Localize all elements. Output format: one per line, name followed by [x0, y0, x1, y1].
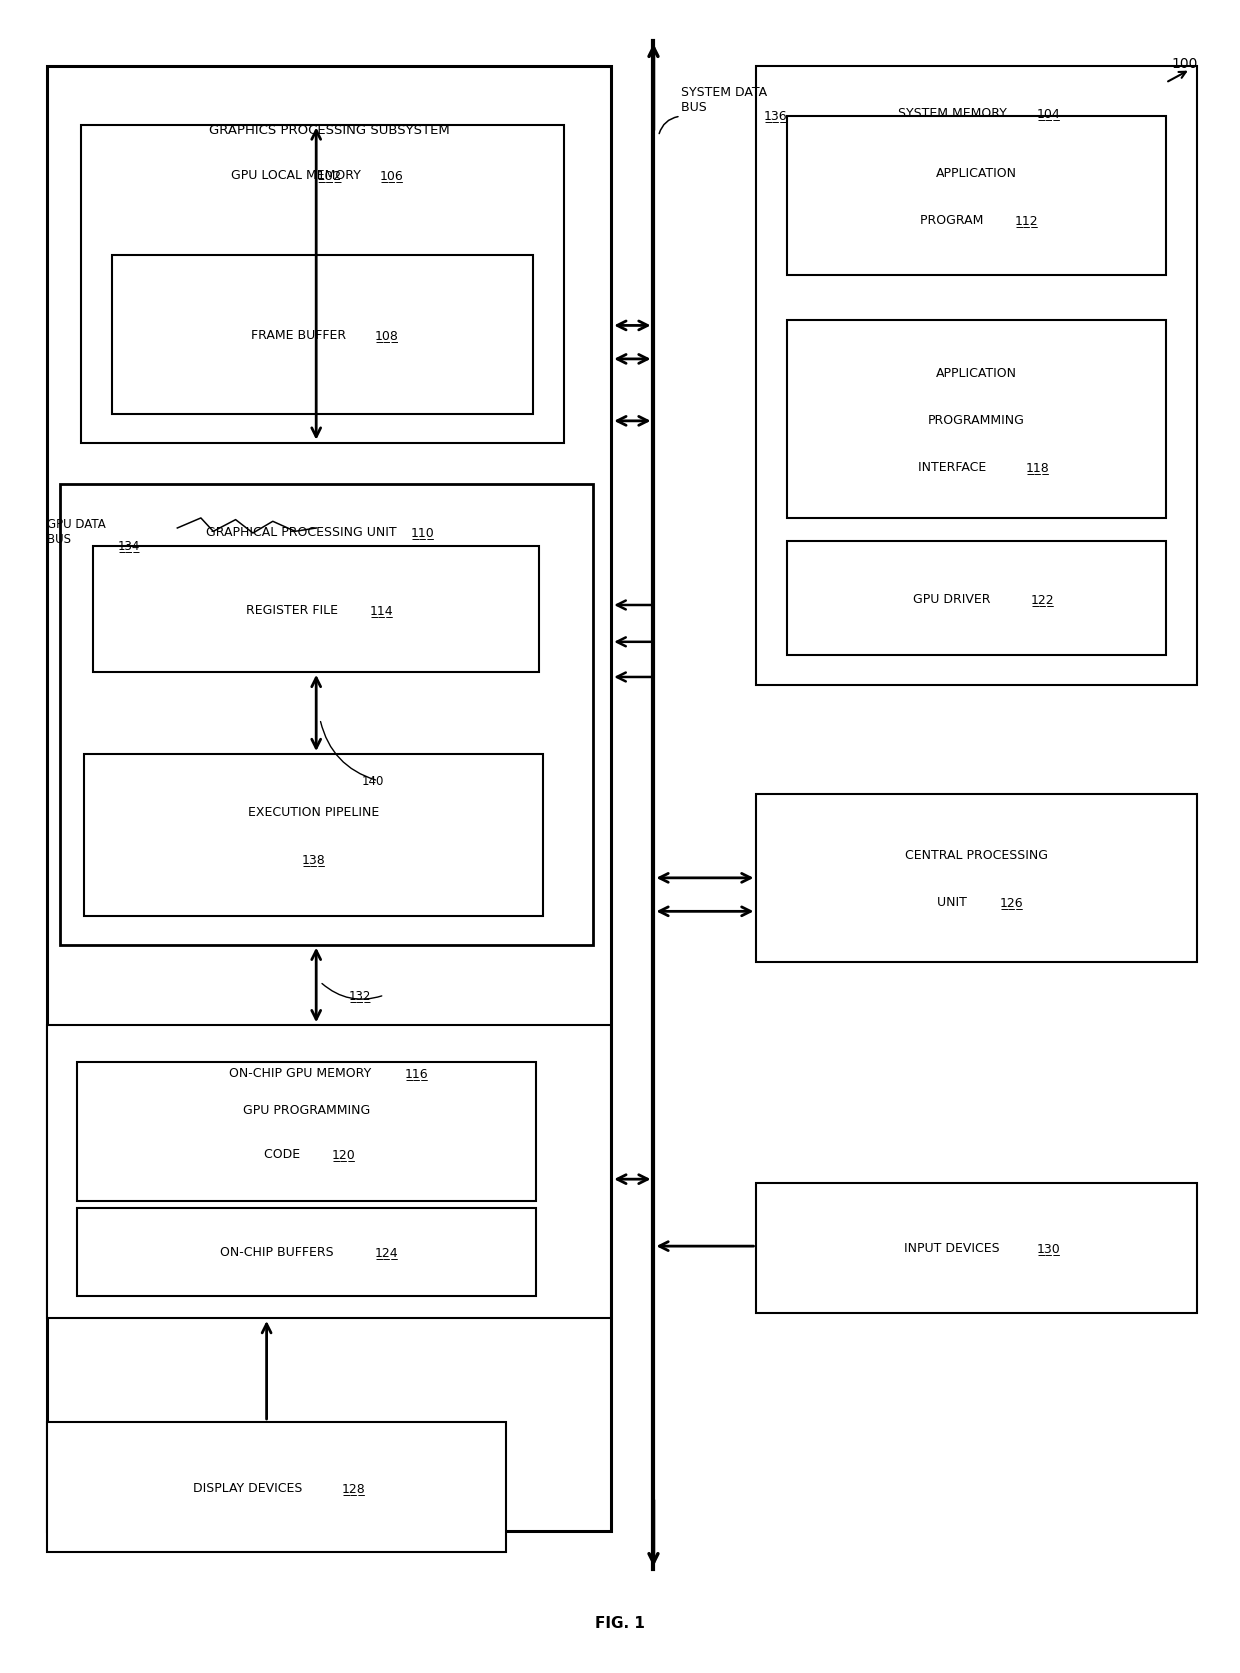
- Text: 1̲1̲6̲: 1̲1̲6̲: [404, 1066, 428, 1079]
- Text: FRAME BUFFER: FRAME BUFFER: [250, 330, 350, 341]
- Bar: [77, 1062, 536, 1201]
- Text: PROGRAMMING: PROGRAMMING: [928, 413, 1025, 427]
- Text: REGISTER FILE: REGISTER FILE: [246, 604, 342, 616]
- Text: 1̲1̲4̲: 1̲1̲4̲: [370, 604, 394, 616]
- Bar: [77, 1208, 536, 1297]
- Text: INPUT DEVICES: INPUT DEVICES: [904, 1241, 1004, 1255]
- Bar: [787, 117, 1166, 276]
- Bar: [756, 1183, 1197, 1313]
- Text: 1̲0̲6̲: 1̲0̲6̲: [379, 169, 404, 182]
- Text: INTERFACE: INTERFACE: [918, 460, 991, 473]
- Text: 1̲1̲2̲: 1̲1̲2̲: [1014, 214, 1038, 226]
- Text: APPLICATION: APPLICATION: [936, 167, 1017, 179]
- Bar: [93, 547, 539, 673]
- Text: PROGRAM: PROGRAM: [920, 214, 988, 226]
- Text: CENTRAL PROCESSING: CENTRAL PROCESSING: [905, 848, 1048, 862]
- Text: 1̲1̲0̲: 1̲1̲0̲: [410, 525, 435, 539]
- Bar: [84, 755, 543, 917]
- Text: 1̲3̲4̲: 1̲3̲4̲: [118, 539, 140, 552]
- Text: 1̲3̲0̲: 1̲3̲0̲: [1037, 1241, 1060, 1255]
- Text: APPLICATION: APPLICATION: [936, 366, 1017, 380]
- Text: GPU PROGRAMMING: GPU PROGRAMMING: [243, 1104, 370, 1116]
- Bar: [60, 485, 593, 945]
- Text: GRAPHICS PROCESSING SUBSYSTEM: GRAPHICS PROCESSING SUBSYSTEM: [208, 124, 450, 137]
- Text: 1̲2̲4̲: 1̲2̲4̲: [374, 1246, 399, 1258]
- Text: GPU LOCAL MEMORY: GPU LOCAL MEMORY: [231, 169, 365, 182]
- Bar: [756, 67, 1197, 686]
- Text: GPU DRIVER: GPU DRIVER: [914, 592, 994, 606]
- Bar: [47, 67, 611, 1531]
- Text: SYSTEM MEMORY: SYSTEM MEMORY: [898, 107, 1011, 120]
- Bar: [81, 125, 564, 443]
- Text: 1̲3̲2̲: 1̲3̲2̲: [348, 989, 371, 1002]
- Text: 1̲3̲6̲: 1̲3̲6̲: [763, 109, 787, 122]
- Text: ON-CHIP GPU MEMORY: ON-CHIP GPU MEMORY: [229, 1066, 374, 1079]
- Text: FIG. 1: FIG. 1: [595, 1616, 645, 1630]
- Text: 100: 100: [1172, 57, 1198, 70]
- Text: 1̲0̲4̲: 1̲0̲4̲: [1037, 107, 1060, 120]
- Text: 1̲2̲2̲: 1̲2̲2̲: [1030, 592, 1054, 606]
- Text: 1̲0̲8̲: 1̲0̲8̲: [374, 330, 399, 341]
- Bar: [756, 795, 1197, 962]
- Bar: [787, 542, 1166, 656]
- Bar: [47, 1026, 611, 1318]
- Text: CODE: CODE: [264, 1148, 304, 1159]
- Text: GRAPHICAL PROCESSING UNIT: GRAPHICAL PROCESSING UNIT: [207, 525, 401, 539]
- Bar: [47, 1422, 506, 1553]
- Text: 1̲2̲6̲: 1̲2̲6̲: [999, 895, 1023, 908]
- Text: UNIT: UNIT: [937, 895, 971, 908]
- Bar: [112, 256, 533, 415]
- Text: 140: 140: [362, 775, 384, 788]
- Bar: [787, 321, 1166, 519]
- Text: SYSTEM DATA
BUS: SYSTEM DATA BUS: [681, 87, 766, 114]
- Text: EXECUTION PIPELINE: EXECUTION PIPELINE: [248, 806, 379, 818]
- Text: 1̲1̲8̲: 1̲1̲8̲: [1025, 460, 1049, 473]
- Text: GPU DATA
BUS: GPU DATA BUS: [47, 519, 105, 545]
- Text: 1̲2̲0̲: 1̲2̲0̲: [331, 1148, 356, 1159]
- Text: ON-CHIP BUFFERS: ON-CHIP BUFFERS: [221, 1246, 337, 1258]
- Text: 1̲2̲8̲: 1̲2̲8̲: [341, 1481, 366, 1494]
- Text: 1̲0̲2̲: 1̲0̲2̲: [316, 169, 342, 182]
- Text: DISPLAY DEVICES: DISPLAY DEVICES: [192, 1481, 306, 1494]
- Text: 1̲3̲8̲: 1̲3̲8̲: [301, 853, 326, 865]
